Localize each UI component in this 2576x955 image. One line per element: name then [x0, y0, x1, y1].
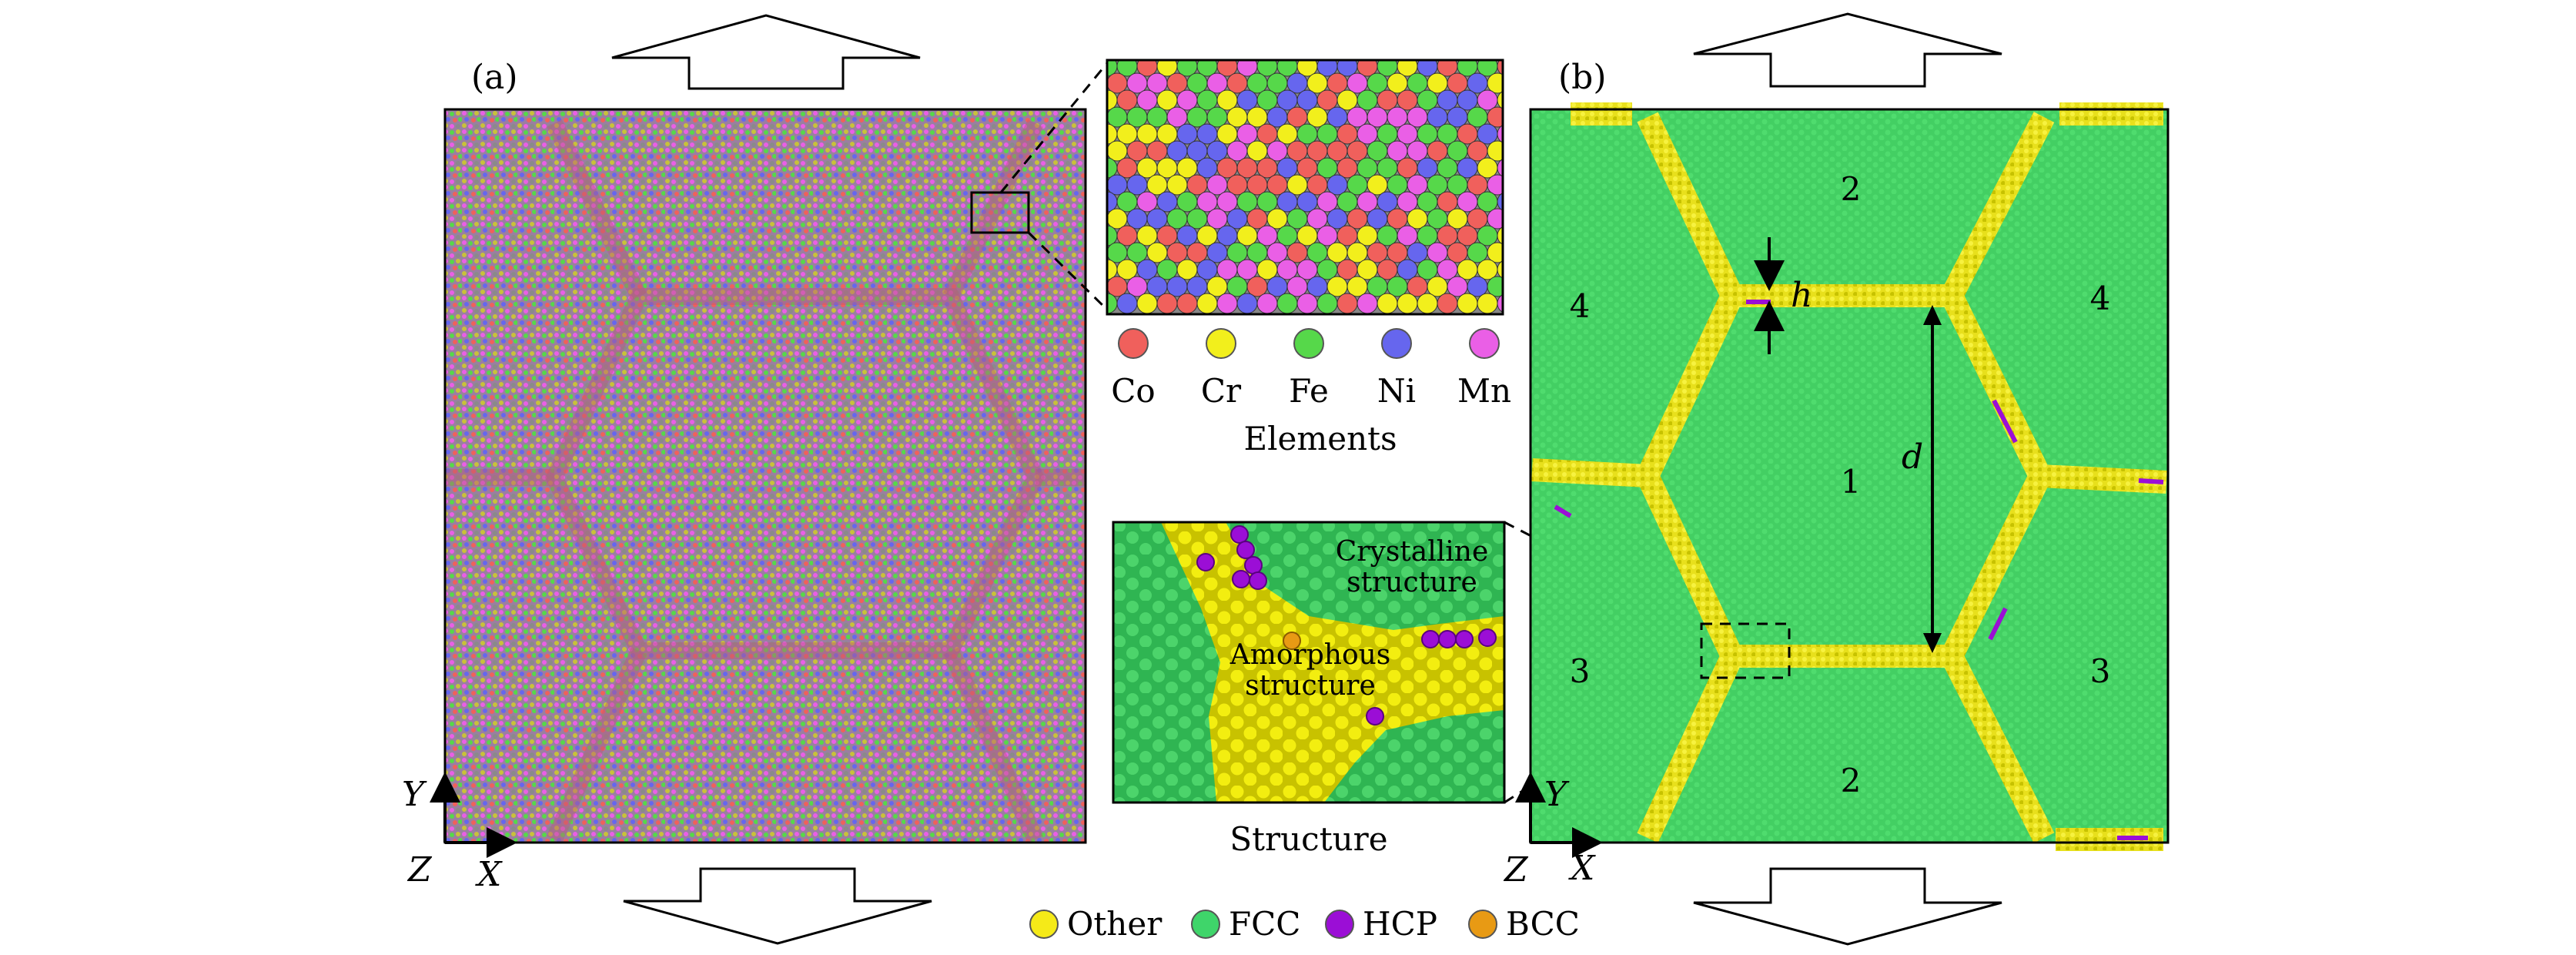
atom: [1236, 293, 1258, 314]
atom: [1497, 124, 1503, 144]
atom: [1116, 293, 1138, 314]
atom: [1377, 293, 1398, 314]
atom: [1256, 293, 1278, 314]
grain-number: 2: [1841, 170, 1862, 208]
atom: [1357, 293, 1378, 314]
structure-title: Structure: [1229, 820, 1387, 858]
symbol-d: d: [1902, 437, 1923, 477]
atom: [1487, 174, 1503, 196]
atom: [1156, 293, 1178, 314]
tension-arrow-top-a: [611, 14, 921, 90]
atom: [1497, 60, 1503, 76]
structure-legend: Other FCC HCP BCC: [1029, 905, 1580, 943]
atom: [1497, 158, 1503, 178]
crystalline-label-2: structure: [1347, 567, 1477, 598]
atom: [1497, 192, 1503, 212]
atom: [1196, 293, 1218, 314]
zoom-box-b: [1700, 622, 1791, 679]
axis-x-label-b: X: [1568, 849, 1596, 888]
element-swatch-co: [1118, 328, 1149, 359]
atom: [1337, 293, 1358, 314]
elements-legend: Co Cr Fe Ni Mn Elements: [1111, 328, 1511, 457]
panel-b-structure-map: h d 1 2 2 3 3 4 4: [1529, 102, 2170, 851]
grain-number: 3: [1570, 652, 1591, 690]
panel-a-atomic-map: [443, 108, 1087, 844]
atom: [1136, 293, 1158, 314]
element-label-ni: Ni: [1377, 372, 1416, 410]
atom: [1397, 293, 1418, 314]
legend-label-bcc: BCC: [1506, 905, 1580, 943]
atom: [1497, 90, 1503, 110]
amorphous-label-2: structure: [1245, 670, 1376, 702]
axis-x-label-a: X: [475, 855, 503, 894]
axis-z-label-b: Z: [1503, 850, 1529, 890]
tension-arrow-top-b: [1693, 12, 2002, 88]
legend-label-fcc: FCC: [1229, 905, 1300, 943]
grain-number: 2: [1841, 762, 1862, 799]
atom: [1487, 106, 1503, 128]
atom: [1487, 208, 1503, 230]
atom: [1477, 293, 1498, 314]
legend-swatch-hcp: [1325, 910, 1354, 939]
panel-b-label: (b): [1558, 58, 1607, 97]
atom: [1487, 72, 1503, 94]
atom: [1487, 276, 1503, 297]
legend-label-other: Other: [1067, 905, 1163, 943]
atom: [1216, 293, 1238, 314]
element-swatch-cr: [1206, 328, 1236, 359]
legend-swatch-fcc: [1191, 910, 1220, 939]
legend-swatch-bcc: [1468, 910, 1497, 939]
panel-a-label: (a): [471, 58, 518, 97]
axis-z-label-a: Z: [406, 850, 433, 890]
legend-swatch-other: [1029, 910, 1059, 939]
atom: [1176, 293, 1198, 314]
atom: [1457, 293, 1478, 314]
atom: [1497, 226, 1503, 246]
amorphous-label-1: Amorphous: [1229, 639, 1391, 671]
atom: [1487, 140, 1503, 162]
grain-number: 4: [1570, 287, 1591, 325]
element-swatch-ni: [1381, 328, 1412, 359]
axis-y-label-b: Y: [1544, 775, 1570, 814]
atom: [1276, 293, 1298, 314]
grain-number: 4: [2090, 280, 2111, 317]
elements-title: Elements: [1243, 420, 1397, 457]
tension-arrow-bottom-b: [1693, 867, 2002, 946]
crystalline-label-1: Crystalline: [1336, 536, 1489, 568]
axes-triad-a: Y Z X: [402, 772, 517, 894]
element-label-fe: Fe: [1289, 372, 1329, 410]
axis-y-label-a: Y: [402, 775, 427, 814]
legend-label-hcp: HCP: [1363, 905, 1437, 943]
atom: [1296, 293, 1318, 314]
element-label-mn: Mn: [1457, 372, 1511, 410]
element-label-co: Co: [1111, 372, 1155, 410]
zoom-box-a: [970, 191, 1030, 234]
grain-number: 1: [1841, 463, 1862, 501]
atom: [1437, 293, 1458, 314]
atom: [1497, 260, 1503, 280]
structure-inset: Crystalline structure Amorphous structur…: [1112, 521, 1506, 858]
atom: [1487, 242, 1503, 263]
axes-triad-b: Y Z X: [1503, 772, 1603, 890]
atom: [1316, 293, 1338, 314]
element-swatch-fe: [1293, 328, 1324, 359]
symbol-h: h: [1791, 276, 1812, 315]
grain-number: 3: [2090, 652, 2111, 690]
tension-arrow-bottom-a: [623, 867, 932, 945]
atom: [1497, 293, 1503, 313]
element-swatch-mn: [1469, 328, 1500, 359]
atom: [1417, 293, 1438, 314]
elements-inset: [1106, 59, 1504, 316]
element-label-cr: Cr: [1201, 372, 1242, 410]
